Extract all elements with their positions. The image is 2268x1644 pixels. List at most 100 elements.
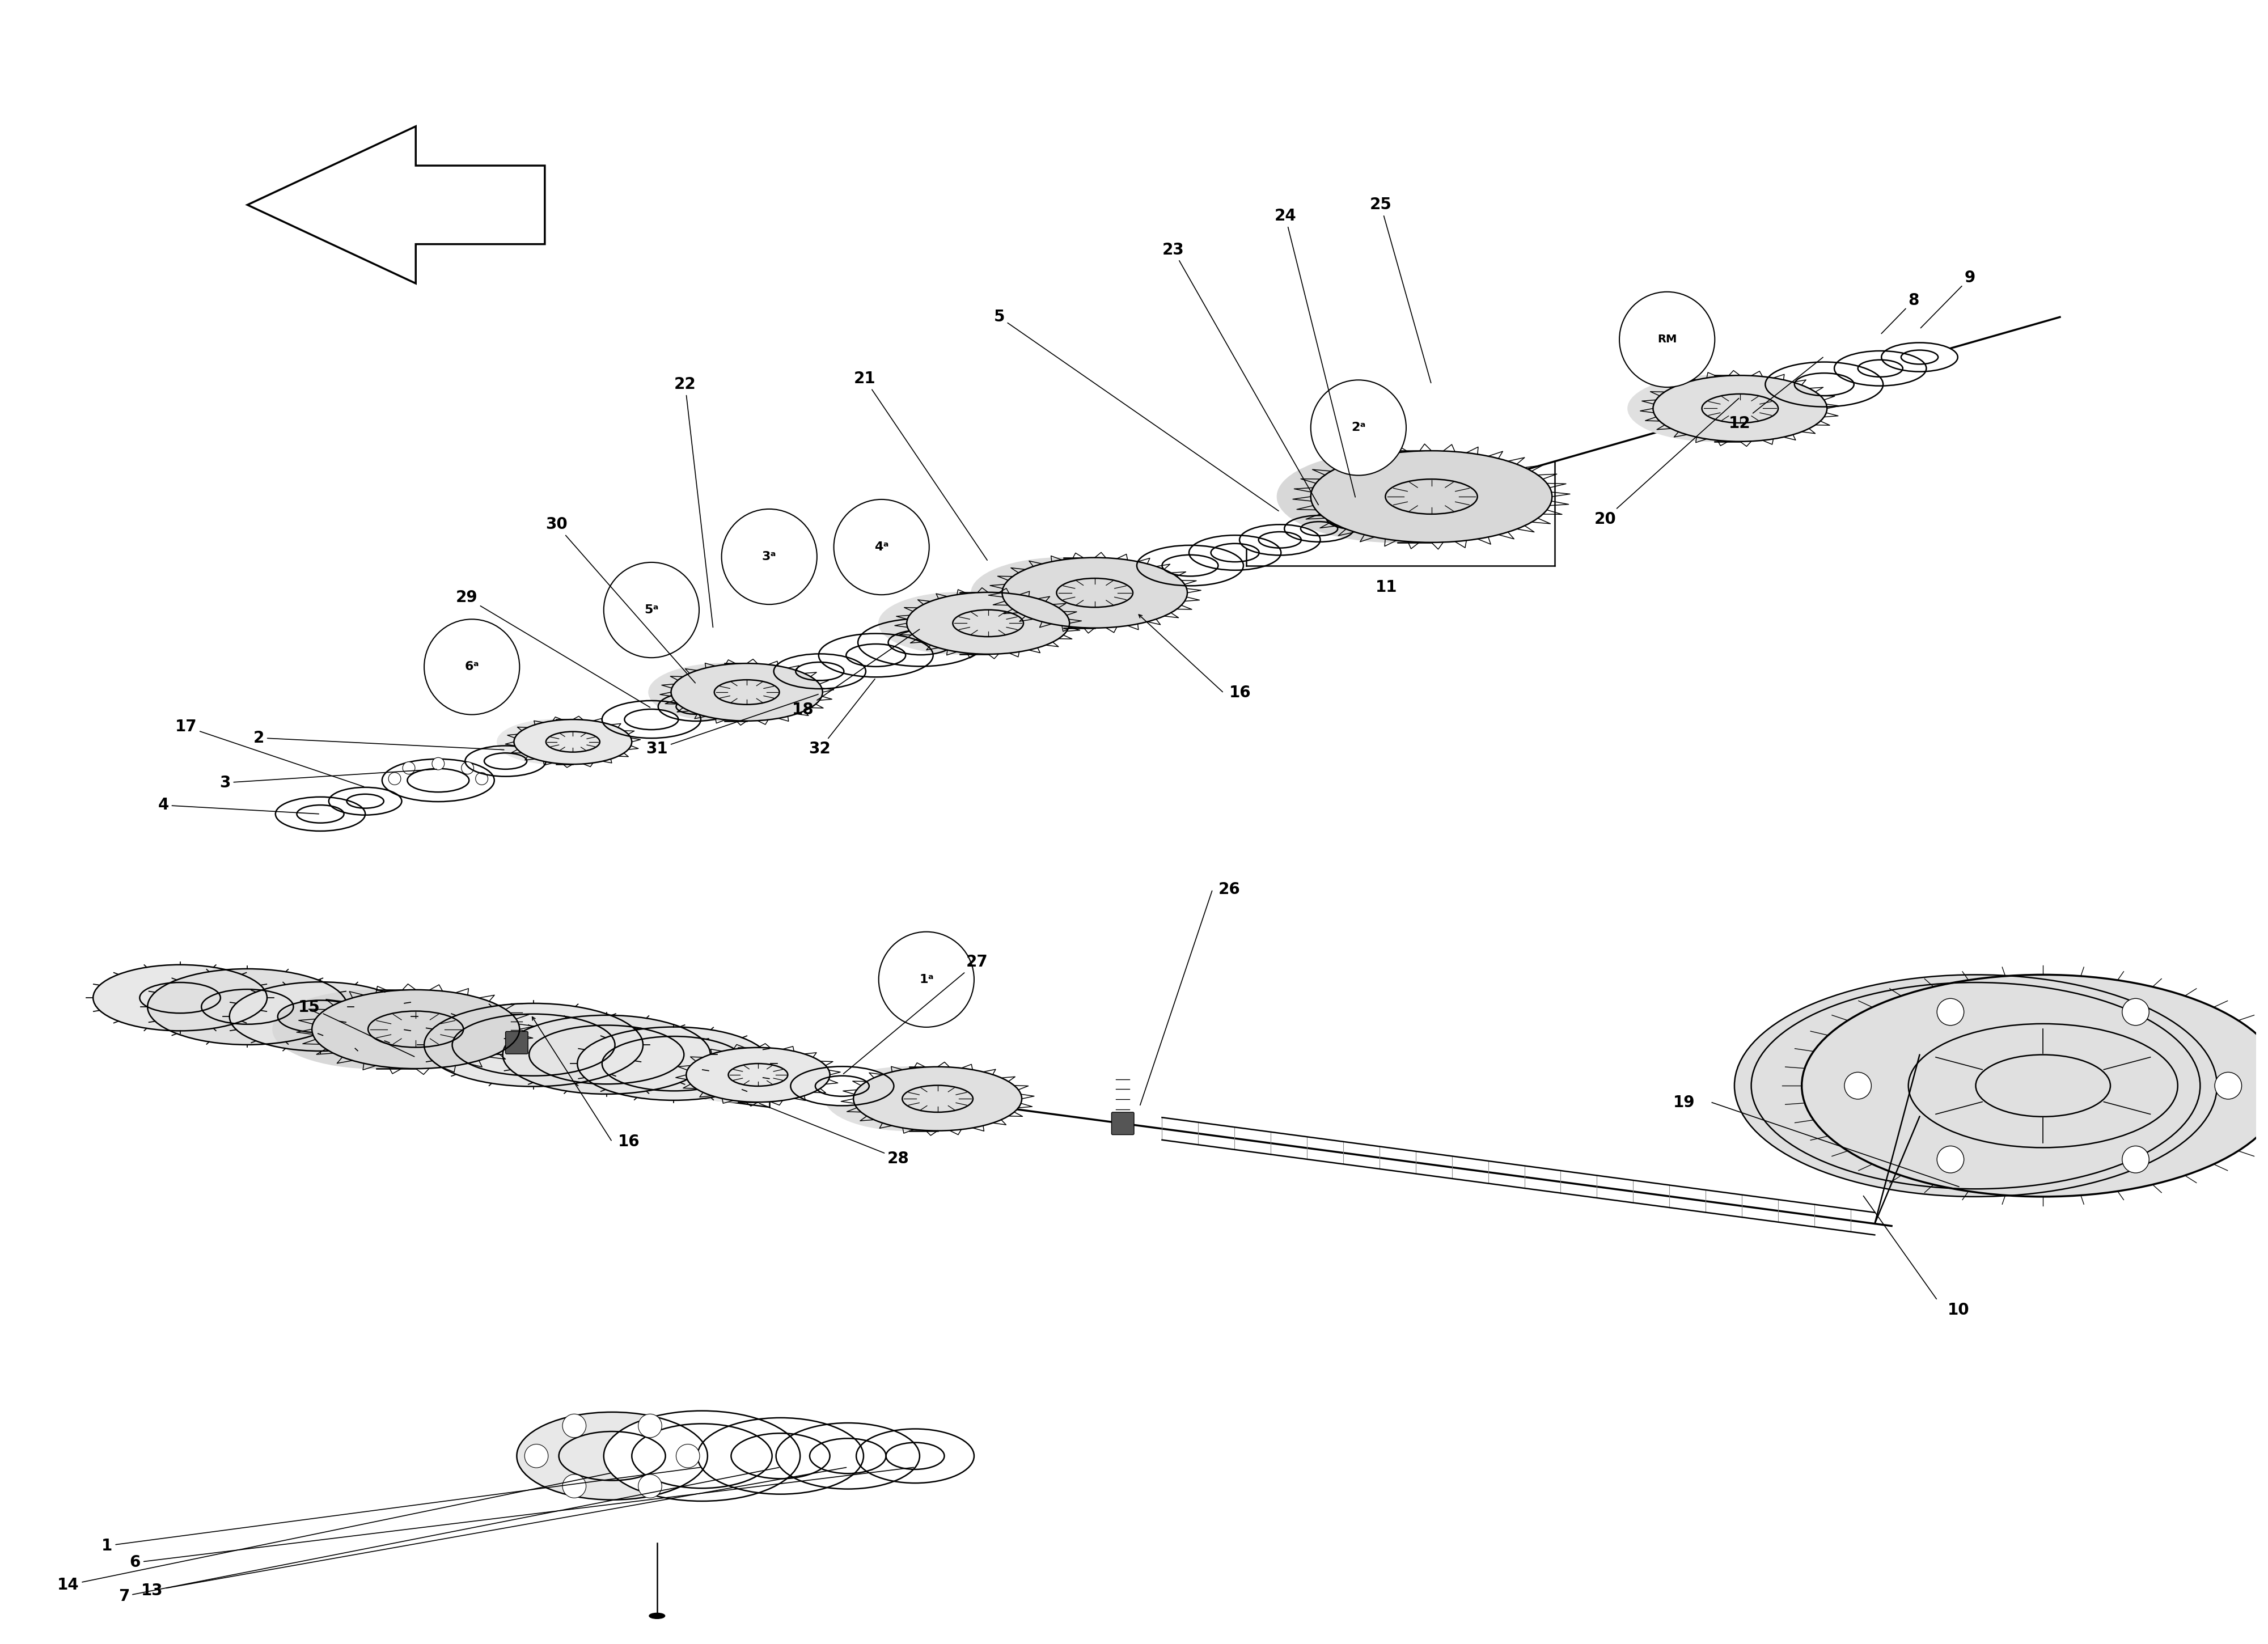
Ellipse shape [671, 664, 823, 722]
Text: 4: 4 [159, 797, 320, 814]
Ellipse shape [517, 1412, 708, 1499]
Ellipse shape [313, 990, 519, 1069]
Circle shape [562, 1414, 585, 1437]
Ellipse shape [633, 1424, 771, 1488]
Text: 32: 32 [810, 679, 875, 756]
Text: 18: 18 [792, 630, 919, 718]
Ellipse shape [699, 1417, 864, 1494]
Ellipse shape [1901, 350, 1939, 365]
Ellipse shape [853, 1067, 1023, 1131]
Text: 26: 26 [1218, 881, 1241, 898]
Text: 11: 11 [1377, 580, 1397, 595]
Ellipse shape [515, 720, 633, 764]
Ellipse shape [857, 1429, 973, 1483]
Ellipse shape [1241, 524, 1320, 556]
Text: 1ᵃ: 1ᵃ [919, 973, 934, 985]
Ellipse shape [329, 787, 401, 815]
Circle shape [1619, 293, 1715, 388]
Text: 10: 10 [1948, 1302, 1969, 1318]
Ellipse shape [810, 1438, 887, 1473]
Circle shape [637, 1475, 662, 1498]
Ellipse shape [465, 746, 547, 776]
Circle shape [404, 761, 415, 774]
Text: 6ᵃ: 6ᵃ [465, 661, 479, 672]
Ellipse shape [1277, 450, 1517, 543]
Text: 8: 8 [1882, 293, 1919, 334]
Ellipse shape [347, 794, 383, 809]
Ellipse shape [1794, 373, 1853, 396]
Circle shape [388, 773, 401, 784]
Circle shape [1937, 998, 1964, 1026]
Ellipse shape [796, 663, 844, 681]
Text: 31: 31 [646, 694, 819, 756]
Circle shape [2216, 1072, 2241, 1100]
Ellipse shape [1300, 521, 1338, 536]
Text: RM: RM [1658, 334, 1676, 345]
Ellipse shape [1628, 375, 1801, 442]
Ellipse shape [846, 644, 905, 666]
Ellipse shape [1211, 544, 1259, 562]
Ellipse shape [667, 1047, 810, 1101]
Ellipse shape [1653, 375, 1828, 442]
Ellipse shape [878, 592, 1041, 654]
Ellipse shape [826, 1067, 993, 1131]
Circle shape [524, 1443, 549, 1468]
Text: 3: 3 [220, 769, 438, 791]
Ellipse shape [601, 700, 701, 738]
Text: 28: 28 [760, 1103, 909, 1167]
Ellipse shape [658, 692, 735, 722]
Text: 12: 12 [1728, 357, 1823, 432]
Ellipse shape [1735, 975, 2218, 1197]
Ellipse shape [1284, 516, 1354, 543]
Text: 6: 6 [129, 1468, 914, 1570]
Circle shape [2123, 1146, 2150, 1172]
Text: 15: 15 [299, 1000, 415, 1057]
Ellipse shape [773, 654, 866, 689]
Circle shape [460, 761, 474, 774]
Circle shape [476, 773, 488, 784]
Text: 2ᵃ: 2ᵃ [1352, 423, 1365, 434]
Text: 4ᵃ: 4ᵃ [873, 541, 889, 552]
Ellipse shape [687, 1047, 830, 1101]
Text: 21: 21 [853, 372, 987, 561]
Ellipse shape [1882, 342, 1957, 372]
Ellipse shape [649, 1613, 665, 1619]
Ellipse shape [776, 1424, 919, 1489]
Text: 13: 13 [141, 1468, 846, 1598]
Ellipse shape [603, 1411, 801, 1501]
FancyBboxPatch shape [506, 1031, 528, 1054]
Ellipse shape [408, 769, 469, 792]
Ellipse shape [819, 633, 932, 677]
Text: 19: 19 [1674, 1095, 1694, 1110]
Ellipse shape [1857, 360, 1903, 376]
Circle shape [637, 1414, 662, 1437]
Circle shape [676, 1443, 701, 1468]
Ellipse shape [297, 806, 345, 824]
Ellipse shape [272, 990, 481, 1069]
Circle shape [1311, 380, 1406, 475]
Ellipse shape [497, 720, 615, 764]
Circle shape [2123, 998, 2150, 1026]
Ellipse shape [483, 753, 526, 769]
Ellipse shape [971, 557, 1157, 628]
Ellipse shape [907, 592, 1070, 654]
Circle shape [878, 932, 973, 1028]
Ellipse shape [381, 760, 494, 802]
Ellipse shape [1161, 556, 1218, 575]
Text: 16: 16 [1229, 686, 1252, 700]
Circle shape [562, 1475, 585, 1498]
Ellipse shape [1751, 983, 2200, 1189]
Text: 24: 24 [1275, 209, 1356, 496]
Text: 22: 22 [674, 376, 712, 628]
Ellipse shape [1327, 506, 1386, 529]
Text: 20: 20 [1594, 398, 1740, 528]
Ellipse shape [1188, 536, 1281, 570]
Text: 16: 16 [617, 1134, 640, 1149]
Text: 30: 30 [544, 516, 696, 682]
Circle shape [835, 500, 930, 595]
Circle shape [603, 562, 699, 658]
Ellipse shape [274, 797, 365, 830]
Text: 14: 14 [57, 1473, 610, 1593]
FancyBboxPatch shape [1111, 1113, 1134, 1134]
Ellipse shape [624, 709, 678, 730]
